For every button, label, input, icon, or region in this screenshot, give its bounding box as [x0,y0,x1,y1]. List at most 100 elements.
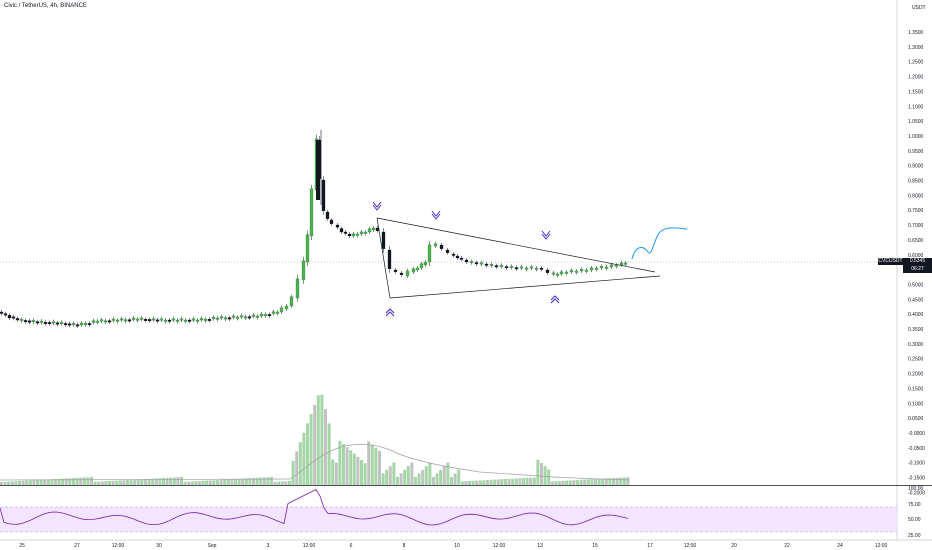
volume-bar [586,479,590,485]
projection-curve[interactable] [631,227,688,260]
volume-bar [306,423,309,485]
volume-bar [428,462,432,485]
volume-bar [54,479,57,485]
price-tick-label: 0.3500 [908,327,924,333]
price-tick-label: 1.1000 [908,104,924,110]
candle [534,267,539,270]
volume-bar [46,479,50,485]
volume-bar [403,469,407,485]
candle [604,266,609,269]
candle [589,267,594,271]
volume-bar [180,477,183,485]
volume-bar [0,482,3,485]
candle [509,266,514,268]
volume-bar [363,463,367,485]
volume-bar [36,480,39,485]
volume-bar [579,479,583,485]
volume-bar [266,477,270,485]
volume-bar [169,477,173,485]
volume-bar [162,478,165,485]
chevron-up-icon[interactable] [385,308,395,317]
candle [614,264,619,267]
candle [387,249,392,269]
volume-bar [10,481,14,485]
candle [259,313,264,317]
volume-bar [385,469,389,485]
volume-bar [468,481,471,485]
rsi-line [0,488,629,526]
candle [163,319,168,322]
price-tick-label: -0.0500 [908,446,925,452]
candle [179,318,184,321]
volume-bar [504,479,507,485]
volume-bar [446,462,450,485]
candle [131,317,136,320]
volume-bar [550,481,554,485]
volume-bar [136,479,140,485]
candle [359,231,364,235]
candle [79,322,84,326]
volume-bar [25,480,29,485]
candle [0,311,4,314]
volume-bar [342,444,345,485]
candle [305,234,310,263]
time-tick-label: 17 [647,543,653,549]
volume-bar [223,479,227,485]
time-axis-ticks: 25 27 12:00 30 Sep 3 12:00 6 8 10 12:00 13 15 17 12:00… [19,543,887,549]
volume-bar [133,479,137,485]
volume-bar [75,477,79,485]
chevron-down-icon[interactable] [541,230,551,240]
price-tick-label: 0.8000 [908,193,924,199]
volume-bar [568,480,572,485]
candle [55,322,60,325]
volume-bar [576,480,579,485]
volume-bar [482,480,486,485]
candle [143,319,148,321]
volume-bar [507,478,511,485]
candle [47,322,52,325]
candle [363,231,368,234]
volume-bar [486,480,489,485]
volume-bar [237,478,241,485]
candle [555,273,560,276]
candle [415,267,420,271]
volume-bar [583,479,587,485]
volume-bar [540,463,543,485]
rsi-tick-label: 50.00 [908,517,921,523]
chevron-up-icon[interactable] [550,295,560,304]
candle [569,270,574,273]
time-tick-label: 22 [784,543,790,549]
time-tick-label: 15 [592,543,598,549]
rsi-band [0,507,897,532]
candle [289,296,294,307]
candle [111,318,116,321]
candle [599,266,604,269]
triangle-upper-trendline[interactable] [376,217,656,273]
chevron-down-icon[interactable] [431,210,441,220]
volume-bar [165,477,169,485]
volume-bar [32,480,36,485]
time-tick-label: 3 [267,543,270,549]
candle [207,319,212,321]
triangle-lower-trendline[interactable] [389,275,661,299]
candle [119,318,124,321]
volume-bar [478,480,482,485]
time-tick-label: 12:00 [684,543,697,549]
candle [11,316,16,319]
candle [263,314,268,317]
volume-bar [360,460,363,485]
candle [107,320,112,323]
volume-bar [183,481,187,485]
triangle-left-edge[interactable] [376,217,391,299]
chevron-down-icon[interactable] [372,201,382,211]
volume-bar [284,481,288,485]
price-tick-label: 0.7000 [908,223,924,229]
candle [135,318,140,321]
volume-bar [367,441,371,485]
candle [316,140,320,200]
price-tick-label: 0.2500 [908,357,924,363]
volume-bar [212,480,216,485]
volume-bar [154,478,158,485]
volume-bar [334,462,338,485]
